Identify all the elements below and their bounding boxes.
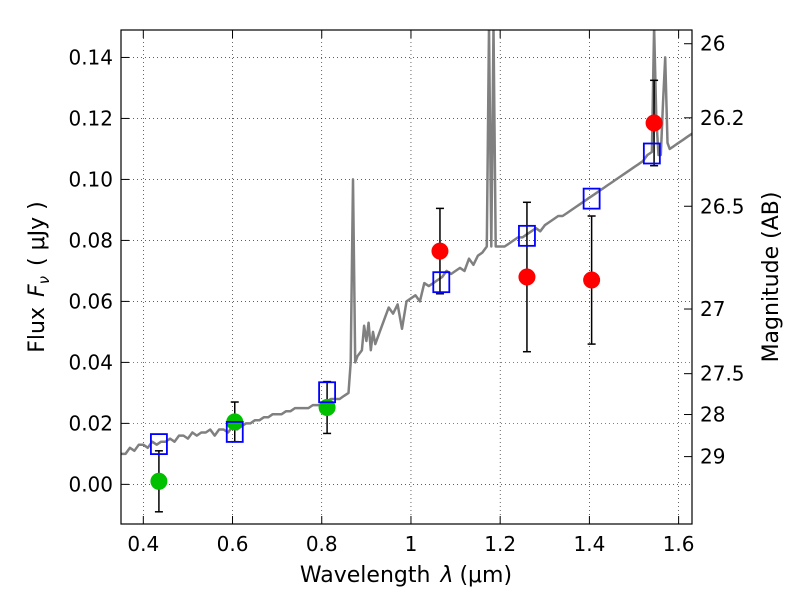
model-photometry-point xyxy=(432,271,451,294)
y-axis-label-text: Flux xyxy=(25,307,50,353)
x-axis-label-text: Wavelength xyxy=(300,563,431,588)
x-tick-label: 1.2 xyxy=(484,532,516,556)
y-tick-label: 0.12 xyxy=(68,106,113,130)
x-tick-label: 1 xyxy=(405,532,418,556)
x-tick-label: 0.6 xyxy=(217,532,249,556)
y2-tick-label: 28 xyxy=(700,403,725,427)
y-tick-label: 0.14 xyxy=(68,45,113,69)
model-spectrum-line xyxy=(121,30,692,456)
y-axis-label-symbol: F xyxy=(25,284,50,297)
y2-tick-label: 26.5 xyxy=(700,194,745,218)
model-photometry-point xyxy=(642,142,661,165)
data-point xyxy=(150,472,168,490)
data-point xyxy=(645,114,663,132)
x-axis-label: Wavelength λ (μm) xyxy=(300,563,512,588)
y-axis-label-subscript: ν xyxy=(35,276,53,284)
x-tick-label: 0.8 xyxy=(306,532,338,556)
model-photometry-point xyxy=(225,421,244,443)
y-tick-label: 0.02 xyxy=(68,411,113,435)
x-tick-label: 1.4 xyxy=(573,532,605,556)
x-axis-label-symbol: λ xyxy=(439,563,453,588)
model-photometry-point xyxy=(518,224,536,247)
y-axis-label-unit: ( μJy ) xyxy=(25,201,50,266)
model-photometry-point xyxy=(318,381,336,404)
data-point xyxy=(318,399,336,417)
x-axis-label-unit: (μm) xyxy=(459,563,512,588)
y2-tick-label: 27 xyxy=(700,297,725,321)
y2-tick-label: 27.5 xyxy=(700,362,745,386)
y-tick-label: 0.06 xyxy=(68,289,113,313)
data-point xyxy=(518,268,536,286)
y2-tick-label: 29 xyxy=(700,445,725,469)
x-tick-label: 1.6 xyxy=(663,532,695,556)
y-tick-label: 0.08 xyxy=(68,228,113,252)
points-layer xyxy=(150,79,663,513)
y-tick-label: 0.00 xyxy=(68,472,113,496)
y2-tick-label: 26 xyxy=(700,32,725,56)
y2-tick-label: 26.2 xyxy=(700,106,745,130)
y-tick-label: 0.10 xyxy=(68,167,113,191)
spectrum-layer xyxy=(121,30,692,456)
y2-axis-label: Magnitude (AB) xyxy=(759,192,784,363)
data-point xyxy=(431,242,449,260)
model-photometry-point xyxy=(582,187,601,210)
y-axis-label: Flux Fν ( μJy ) xyxy=(25,201,53,352)
plot-area-background xyxy=(121,30,692,524)
y-tick-label: 0.04 xyxy=(68,350,113,374)
x-tick-label: 0.4 xyxy=(127,532,159,556)
plot-frame xyxy=(120,29,693,525)
data-point xyxy=(583,271,601,289)
model-photometry-point xyxy=(150,433,168,456)
axes-layer: 0.4 0.6 0.8 1 1.2 1.4 1.6 0.00 0.02 0.04 0.06 0.08 0… xyxy=(68,30,745,556)
